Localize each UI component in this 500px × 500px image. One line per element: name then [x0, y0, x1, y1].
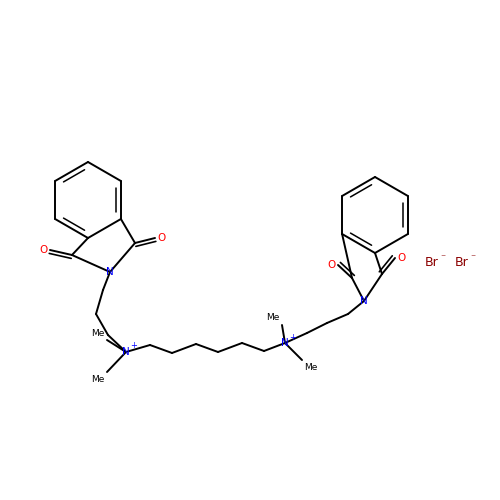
Text: N: N: [106, 267, 114, 277]
Text: +: +: [130, 342, 138, 350]
Text: Br: Br: [455, 256, 469, 270]
Text: Me: Me: [92, 328, 104, 338]
Text: ⁻: ⁻: [440, 253, 445, 263]
Text: N: N: [360, 296, 368, 306]
Text: +: +: [290, 332, 296, 342]
Text: N: N: [281, 338, 289, 348]
Text: ⁻: ⁻: [470, 253, 475, 263]
Text: O: O: [397, 253, 405, 263]
Text: O: O: [328, 260, 336, 270]
Text: N: N: [122, 347, 130, 357]
Text: Me: Me: [304, 362, 318, 372]
Text: Br: Br: [425, 256, 439, 270]
Text: O: O: [157, 233, 165, 243]
Text: O: O: [40, 245, 48, 255]
Text: Me: Me: [92, 374, 104, 384]
Text: Me: Me: [266, 314, 280, 322]
